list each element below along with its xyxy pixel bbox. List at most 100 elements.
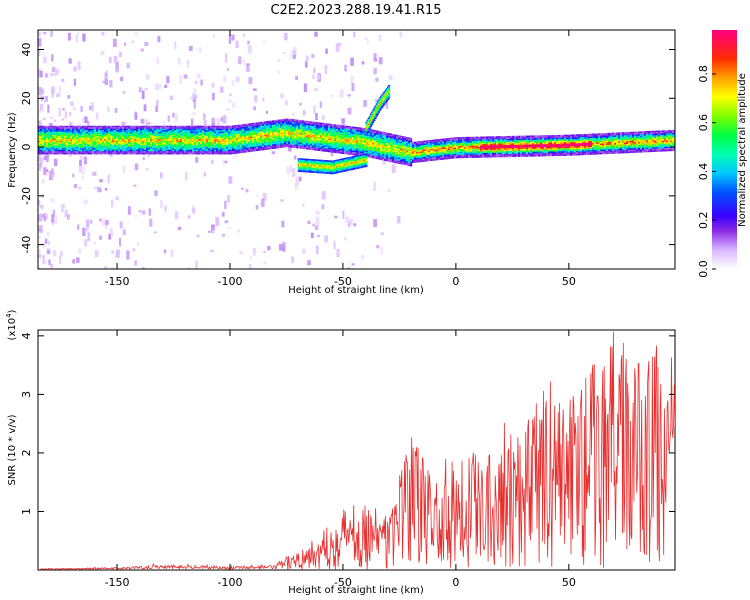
- noise-cell: [94, 250, 99, 258]
- band-cell: [536, 144, 539, 147]
- band-cell: [482, 139, 485, 142]
- band-cell: [326, 132, 329, 135]
- band-cell: [188, 148, 191, 150]
- band-cell: [418, 157, 421, 160]
- band-cell: [366, 137, 369, 139]
- band-cell: [210, 148, 213, 150]
- band-cell: [126, 148, 129, 150]
- band-cell: [398, 141, 401, 143]
- band-cell: [126, 151, 129, 153]
- noise-cell: [50, 31, 53, 37]
- band-cell: [84, 149, 87, 152]
- band-cell: [314, 127, 317, 130]
- band-cell: [188, 133, 191, 135]
- band-cell: [192, 133, 195, 135]
- band-cell: [118, 134, 121, 137]
- band-cell: [442, 158, 445, 160]
- band-cell: [324, 130, 327, 133]
- band-cell: [194, 152, 197, 155]
- band-cell: [286, 124, 289, 127]
- band-cell: [212, 128, 215, 131]
- band-cell: [448, 145, 451, 148]
- band-cell: [80, 143, 83, 146]
- band-cell: [250, 129, 253, 131]
- band-cell: [252, 142, 255, 145]
- band-cell: [420, 151, 423, 154]
- band-cell: [178, 134, 181, 137]
- band-cell: [148, 151, 151, 153]
- band-cell: [334, 127, 337, 129]
- band-cell: [428, 141, 431, 144]
- band-cell: [190, 149, 193, 152]
- band-cell: [390, 133, 393, 136]
- band-cell: [56, 148, 59, 150]
- band-cell: [404, 143, 407, 146]
- band-cell: [286, 143, 289, 146]
- band-cell: [296, 139, 299, 141]
- band-cell: [236, 127, 239, 130]
- band-cell: [476, 141, 479, 143]
- band-cell: [328, 140, 331, 142]
- band-cell: [152, 145, 155, 147]
- band-cell: [154, 149, 157, 152]
- band-cell: [450, 155, 453, 158]
- band-cell: [320, 133, 323, 135]
- band-cell: [260, 135, 263, 138]
- band-cell: [400, 144, 403, 147]
- band-cell: [216, 143, 219, 146]
- band-cell: [156, 133, 159, 135]
- band-cell: [62, 130, 65, 132]
- band-cell: [452, 140, 455, 143]
- band-cell: [458, 152, 461, 154]
- band-cell: [448, 152, 451, 155]
- band-cell: [228, 139, 231, 141]
- band-cell: [358, 148, 361, 150]
- band-cell: [430, 148, 433, 151]
- band-cell: [216, 142, 219, 144]
- band-cell: [138, 148, 141, 150]
- band-cell: [308, 139, 311, 141]
- band-cell: [150, 137, 153, 140]
- band-cell: [212, 140, 215, 143]
- noise-cell: [380, 247, 384, 255]
- band-cell: [432, 147, 435, 149]
- band-cell: [540, 139, 543, 142]
- noise-cell: [81, 118, 85, 122]
- band-cell: [210, 142, 213, 144]
- band-cell: [56, 127, 59, 129]
- band-cell: [170, 125, 173, 128]
- noise-cell: [391, 164, 396, 174]
- noise-cell: [350, 76, 354, 85]
- band-cell: [308, 124, 311, 126]
- band-cell: [424, 140, 427, 143]
- band-cell: [268, 122, 271, 125]
- band-cell: [308, 121, 311, 123]
- band-cell: [42, 142, 45, 144]
- band-cell: [88, 145, 91, 147]
- band-cell: [414, 152, 417, 154]
- band-cell: [438, 152, 441, 155]
- noise-cell: [46, 231, 50, 237]
- band-cell: [120, 133, 123, 135]
- band-cell: [264, 137, 267, 140]
- band-cell: [390, 140, 393, 143]
- band-cell: [258, 129, 261, 132]
- band-cell: [352, 137, 355, 139]
- noise-cell: [64, 209, 68, 218]
- band-cell: [438, 143, 441, 146]
- band-cell: [412, 149, 415, 151]
- band-cell: [54, 137, 57, 140]
- band-cell: [108, 152, 111, 155]
- band-cell: [446, 147, 449, 149]
- band-cell: [468, 144, 471, 146]
- band-cell: [90, 128, 93, 131]
- band-cell: [248, 129, 251, 132]
- band-cell: [92, 125, 95, 128]
- band-cell: [432, 150, 435, 152]
- band-cell: [270, 140, 273, 142]
- band-cell: [262, 139, 265, 142]
- band-cell: [162, 128, 165, 131]
- band-cell: [114, 148, 117, 150]
- band-cell: [374, 133, 377, 135]
- band-cell: [336, 136, 339, 139]
